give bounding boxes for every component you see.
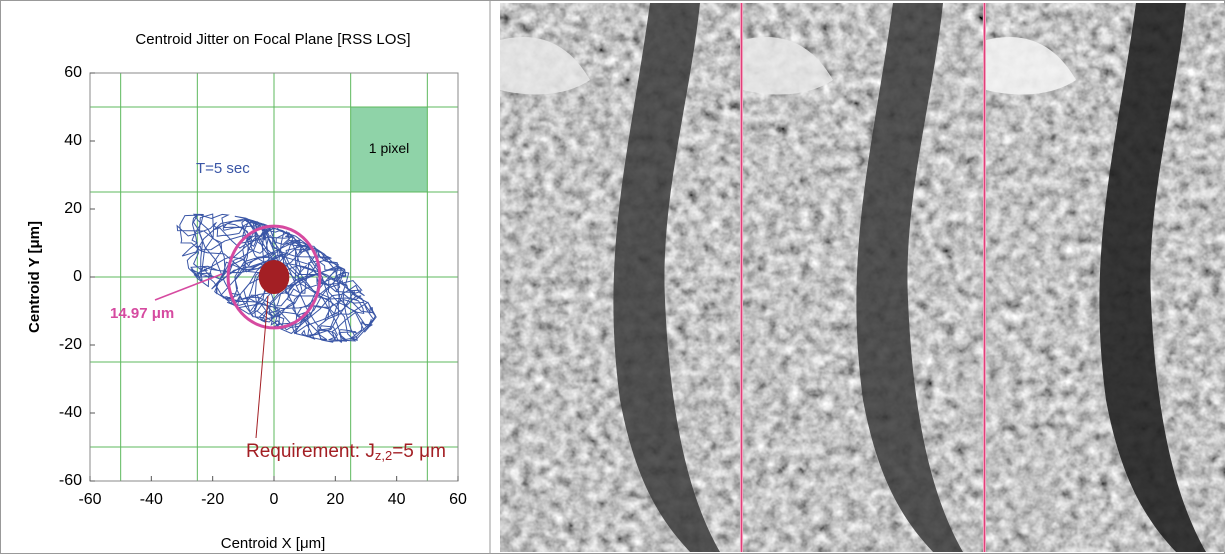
x-tick-label: 20 (326, 491, 344, 508)
image-panel (743, 3, 983, 552)
chart-title: Centroid Jitter on Focal Plane [RSS LOS] (135, 31, 410, 48)
x-tick-label: 60 (449, 491, 467, 508)
image-panel (986, 3, 1225, 552)
x-axis-label: Centroid X [μm] (221, 535, 326, 552)
trace-label: T=5 sec (196, 160, 250, 177)
x-tick-label: 40 (388, 491, 406, 508)
y-tick-label: -20 (59, 336, 82, 353)
requirement-pointer (255, 295, 269, 439)
y-tick-label: -40 (59, 404, 82, 421)
y-tick-label: 0 (73, 268, 82, 285)
y-tick-label: 60 (64, 64, 82, 81)
rss-label: 14.97 μm (110, 305, 174, 322)
y-axis-label: Centroid Y [μm] (26, 221, 43, 333)
requirement-label-part: z,2 (375, 448, 392, 463)
plot-area (90, 73, 458, 481)
image-panel (500, 3, 740, 552)
pixel-box (350, 107, 428, 192)
x-tick-label: -60 (78, 491, 101, 508)
x-tick-label: 0 (270, 491, 279, 508)
pixel-label: 1 pixel (369, 140, 409, 156)
y-tick-label: 40 (64, 132, 82, 149)
y-tick-label: -60 (59, 472, 82, 489)
jitter-trace (176, 213, 377, 344)
requirement-dot (258, 260, 290, 294)
image-strip (500, 3, 1225, 552)
requirement-label-part: Requirement: J (246, 441, 375, 462)
y-tick-label: 20 (64, 200, 82, 217)
rss-pointer (154, 273, 223, 301)
rss-circle (226, 224, 322, 330)
x-tick-label: -20 (201, 491, 224, 508)
requirement-label-part: =5 μm (392, 441, 446, 462)
requirement-label: Requirement: Jz,2=5 μm (246, 441, 446, 463)
x-tick-label: -40 (140, 491, 163, 508)
